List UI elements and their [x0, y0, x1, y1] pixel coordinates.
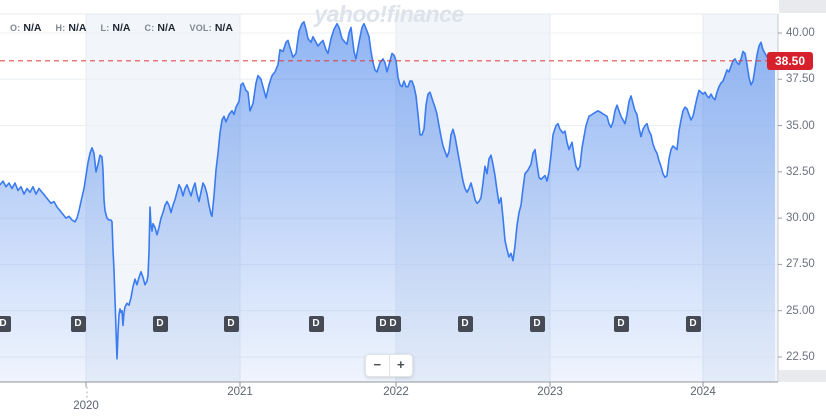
- legend-item: O: N/A: [10, 18, 42, 36]
- x-axis-label: 2022: [383, 386, 409, 398]
- y-axis-label: 25.00: [786, 304, 815, 317]
- dividend-marker[interactable]: D: [152, 316, 168, 332]
- dividend-marker[interactable]: D: [385, 316, 401, 332]
- price-area-fill: [0, 21, 775, 383]
- dividend-marker[interactable]: D: [0, 316, 11, 332]
- y-axis-label: 30.00: [786, 212, 815, 225]
- legend-label: H:: [55, 23, 66, 33]
- legend-value: N/A: [68, 22, 87, 34]
- price-line: [0, 21, 776, 360]
- x-axis-label: 2020: [73, 400, 99, 412]
- dividend-marker[interactable]: D: [529, 316, 545, 332]
- legend-label: VOL:: [189, 23, 212, 33]
- legend-value: N/A: [23, 22, 42, 34]
- legend-item: H: N/A: [56, 18, 87, 36]
- y-axis-label: 37.50: [786, 73, 815, 86]
- y-axis-label: 32.50: [786, 165, 815, 178]
- dividend-marker[interactable]: D: [457, 316, 473, 332]
- zoom-in-button[interactable]: +: [388, 355, 413, 376]
- legend-item: C: N/A: [145, 18, 176, 36]
- dividend-marker[interactable]: D: [223, 316, 239, 332]
- legend-value: N/A: [214, 22, 233, 34]
- current-price-badge: 38.50: [767, 51, 813, 70]
- bottom-right-corner-box: [779, 370, 826, 382]
- dividend-marker[interactable]: D: [685, 316, 701, 332]
- legend-label: C:: [144, 23, 155, 33]
- x-axis-label: 2021: [227, 386, 253, 398]
- legend-item: L: N/A: [101, 18, 131, 36]
- dividend-marker[interactable]: D: [308, 316, 324, 332]
- legend-value: N/A: [112, 22, 131, 34]
- legend-label: O:: [10, 23, 21, 33]
- zoom-controls: − +: [365, 354, 413, 377]
- zoom-out-button[interactable]: −: [373, 357, 382, 372]
- y-axis-label: 22.50: [786, 350, 815, 363]
- dividend-marker[interactable]: D: [613, 316, 629, 332]
- dividend-marker[interactable]: D: [70, 316, 86, 332]
- y-axis-label: 35.00: [786, 119, 815, 132]
- x-axis-label: 2023: [537, 386, 563, 398]
- top-right-corner-box: [779, 0, 826, 13]
- ohlc-legend: O: N/A H: N/A L: N/A C: N/A VOL: N/A: [10, 18, 233, 36]
- legend-item: VOL: N/A: [190, 18, 233, 36]
- y-axis-label: 40.00: [786, 27, 815, 39]
- y-axis-label: 27.50: [786, 258, 815, 271]
- legend-label: L:: [100, 23, 110, 33]
- x-axis-label: 2024: [690, 386, 716, 398]
- legend-value: N/A: [157, 22, 176, 34]
